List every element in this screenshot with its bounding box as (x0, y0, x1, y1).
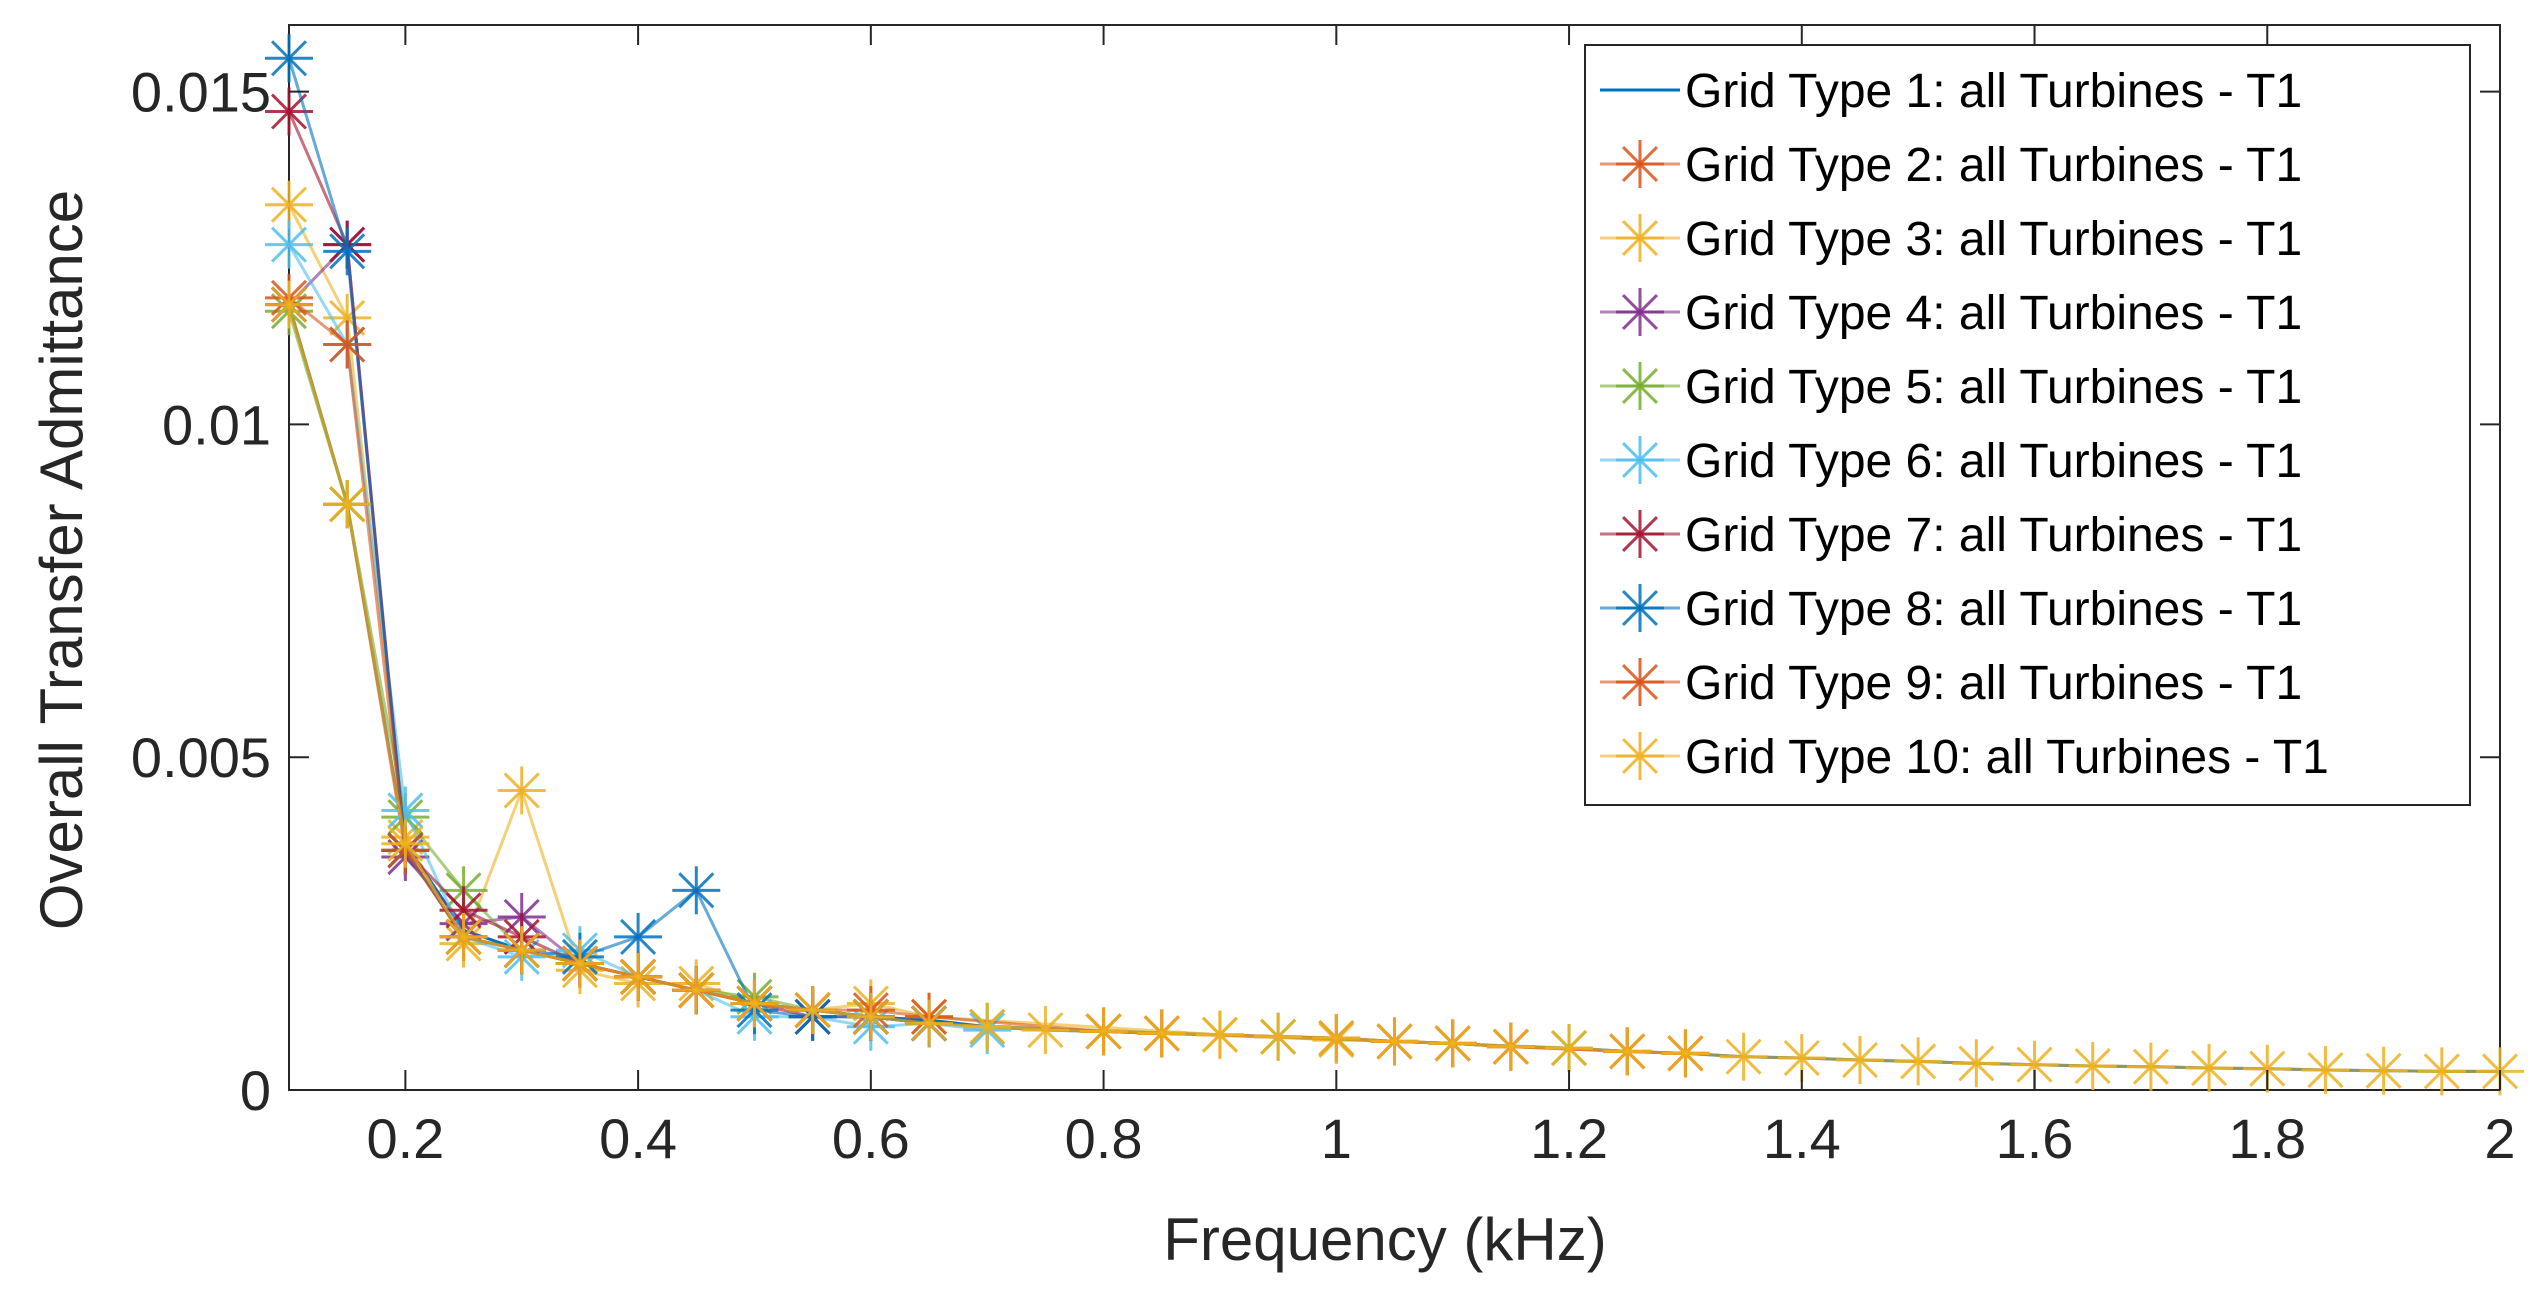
data-point (439, 912, 488, 961)
x-tick-label: 0.6 (832, 1107, 910, 1170)
legend-label: Grid Type 5: all Turbines - T1 (1685, 361, 2302, 414)
data-point (555, 939, 604, 988)
data-point (905, 999, 954, 1048)
y-axis: 0 0.005 0.01 0.015 (131, 61, 2500, 1122)
y-tick-label: 0.005 (131, 726, 271, 789)
data-point (1195, 1010, 1244, 1059)
plot-box (288, 24, 2501, 1091)
x-tick-label: 1 (1321, 1107, 1352, 1170)
data-point (963, 1002, 1012, 1051)
x-tick-label: 0.2 (366, 1107, 444, 1170)
legend-label: Grid Type 6: all Turbines - T1 (1685, 435, 2302, 488)
y-tick-label: 0.01 (162, 393, 271, 456)
data-point (846, 992, 895, 1041)
data-point (2068, 1042, 2117, 1091)
data-point (2185, 1044, 2234, 1093)
data-point (2417, 1047, 2466, 1096)
data-point (497, 926, 546, 975)
data-point (1486, 1022, 1535, 1071)
data-point (1079, 1007, 1128, 1056)
legend-label: Grid Type 7: all Turbines - T1 (1685, 509, 2302, 562)
data-point (323, 320, 372, 369)
data-point (1137, 1009, 1186, 1058)
data-point (1428, 1019, 1477, 1068)
legend-label: Grid Type 3: all Turbines - T1 (1685, 213, 2302, 266)
legend-entry: Grid Type 9: all Turbines - T1 (1600, 657, 2302, 710)
legend-label: Grid Type 9: all Turbines - T1 (1685, 657, 2302, 710)
data-point (1312, 1014, 1361, 1063)
legend-entry: Grid Type 5: all Turbines - T1 (1600, 361, 2302, 414)
y-tick-label: 0.015 (131, 61, 271, 124)
y-axis-title: Overall Transfer Admittance (28, 190, 95, 930)
data-point (1894, 1037, 1943, 1086)
data-point (1254, 1012, 1303, 1061)
legend-label: Grid Type 10: all Turbines - T1 (1685, 731, 2329, 784)
data-point (497, 766, 546, 815)
plot-frame (288, 24, 2501, 1091)
legend-swatch-marker (1616, 214, 1664, 262)
data-point (2301, 1046, 2350, 1095)
legend-label: Grid Type 1: all Turbines - T1 (1685, 65, 2302, 118)
data-point (2359, 1046, 2408, 1095)
data-point (1952, 1039, 2001, 1088)
legend-label: Grid Type 4: all Turbines - T1 (1685, 287, 2302, 340)
x-axis: 0.2 0.4 0.6 0.8 1 1.2 1.4 1.6 1.8 2 (366, 25, 2516, 1170)
legend-entry: Grid Type 8: all Turbines - T1 (1600, 583, 2302, 636)
data-point (1719, 1032, 1768, 1081)
data-point (1835, 1036, 1884, 1085)
data-point (265, 280, 313, 329)
x-tick-label: 2 (2484, 1107, 2515, 1170)
data-point (672, 966, 721, 1015)
legend-swatch-marker (1616, 288, 1664, 336)
data-point (381, 819, 430, 868)
data-point (1545, 1024, 1594, 1073)
legend-swatch-marker (1616, 436, 1664, 484)
x-tick-label: 0.8 (1065, 1107, 1143, 1170)
data-point (1370, 1017, 1419, 1066)
y-tick-label: 0 (240, 1059, 271, 1122)
x-tick-label: 1.8 (2228, 1107, 2306, 1170)
x-tick-label: 1.6 (1996, 1107, 2074, 1170)
data-point (265, 220, 313, 269)
x-axis-title: Frequency (kHz) (1163, 1206, 1606, 1273)
legend-swatch-marker (1616, 584, 1664, 632)
data-point (672, 866, 721, 915)
legend-swatch-marker (1616, 732, 1664, 780)
data-point (2126, 1042, 2175, 1091)
data-point (1603, 1027, 1652, 1076)
legend-entry: Grid Type 3: all Turbines - T1 (1600, 213, 2302, 266)
legend-entry: Grid Type 1: all Turbines - T1 (1600, 65, 2302, 118)
legend-swatch-marker (1616, 362, 1664, 410)
legend-entry: Grid Type 4: all Turbines - T1 (1600, 287, 2302, 340)
series-10 (265, 280, 2524, 1096)
data-point (1661, 1029, 1710, 1078)
legend-entry: Grid Type 10: all Turbines - T1 (1600, 731, 2329, 784)
legend-label: Grid Type 8: all Turbines - T1 (1685, 583, 2302, 636)
x-tick-label: 1.4 (1763, 1107, 1841, 1170)
x-tick-label: 1.2 (1530, 1107, 1608, 1170)
data-point (1021, 1006, 1070, 1055)
data-point (788, 986, 837, 1035)
data-point (265, 34, 313, 83)
data-point (614, 952, 663, 1001)
data-point (265, 180, 313, 229)
legend-entry: Grid Type 2: all Turbines - T1 (1600, 139, 2302, 192)
data-point (323, 480, 372, 529)
series-layer (265, 34, 2524, 1096)
legend-label: Grid Type 2: all Turbines - T1 (1685, 139, 2302, 192)
legend-entry: Grid Type 7: all Turbines - T1 (1600, 509, 2302, 562)
legend-box (1584, 44, 2471, 806)
x-tick-label: 0.4 (599, 1107, 677, 1170)
data-point (730, 979, 779, 1028)
legend-swatch-marker (1616, 510, 1664, 558)
legend-swatch-marker (1616, 658, 1664, 706)
data-point (323, 227, 372, 276)
legend-swatch-marker (1616, 140, 1664, 188)
legend: Grid Type 1: all Turbines - T1 Grid Type … (1584, 44, 2471, 806)
legend-entry: Grid Type 6: all Turbines - T1 (1600, 435, 2302, 488)
